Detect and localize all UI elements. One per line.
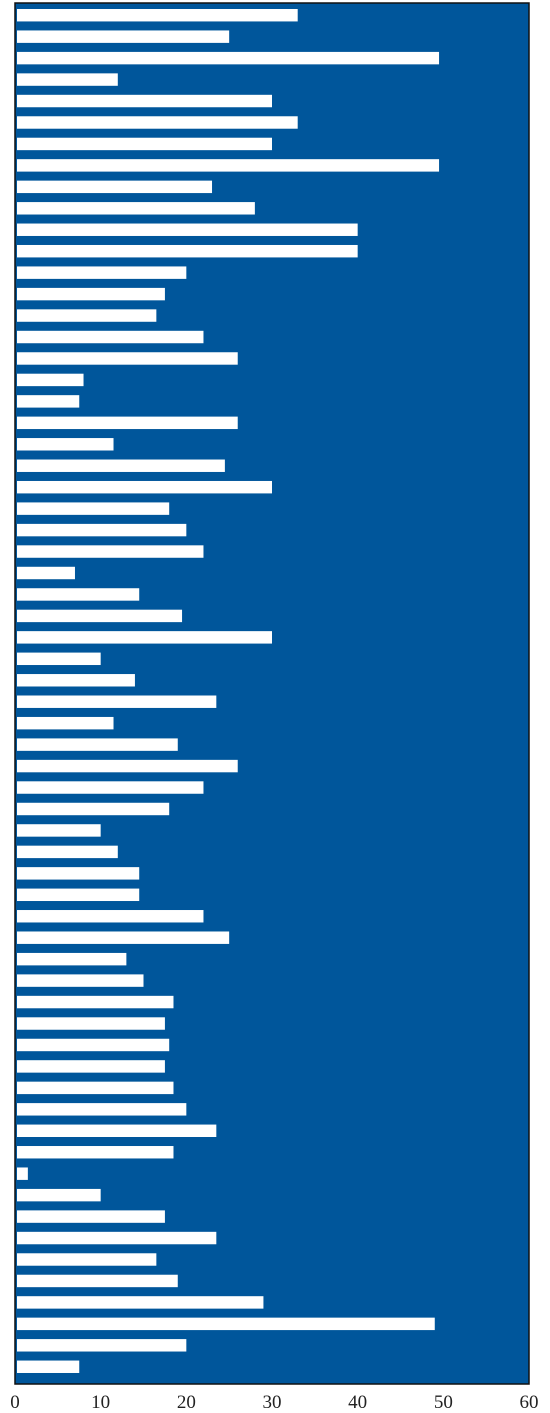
bar-56 (17, 1188, 101, 1202)
bar-62 (17, 1317, 435, 1331)
bar-44 (17, 931, 230, 944)
bar-33 (17, 695, 217, 708)
bar-21 (17, 438, 114, 451)
bar-19 (17, 395, 80, 408)
bar-51 (17, 1081, 174, 1095)
bar-16 (17, 330, 204, 344)
bar-59 (17, 1253, 157, 1266)
bar-11 (17, 223, 358, 236)
bar-1 (17, 9, 298, 22)
bar-40 (17, 845, 118, 859)
bar-35 (17, 738, 178, 751)
bar-27 (17, 566, 75, 580)
bar-24 (17, 502, 170, 515)
bar-4 (17, 73, 118, 86)
bar-38 (17, 802, 170, 816)
bar-57 (17, 1210, 165, 1223)
bar-54 (17, 1146, 174, 1159)
x-tick-label: 60 (520, 1392, 539, 1413)
bar-14 (17, 287, 165, 301)
bar-9 (17, 180, 213, 194)
bar-45 (17, 952, 127, 966)
bar-60 (17, 1274, 178, 1288)
bar-49 (17, 1038, 170, 1052)
bar-8 (17, 159, 440, 172)
bar-22 (17, 459, 225, 472)
bar-47 (17, 995, 174, 1009)
x-tick-label: 40 (348, 1392, 367, 1413)
bar-26 (17, 545, 204, 558)
x-tick-label: 30 (263, 1392, 282, 1413)
bar-25 (17, 523, 187, 537)
bar-20 (17, 416, 238, 430)
x-axis-ticks: 0 10 20 30 40 50 60 (10, 1392, 538, 1413)
bar-15 (17, 309, 157, 322)
bar-39 (17, 824, 101, 837)
bar-46 (17, 974, 144, 987)
bar-13 (17, 266, 187, 279)
bar-48 (17, 1017, 165, 1030)
bar-7 (17, 137, 272, 151)
bar-52 (17, 1103, 187, 1116)
bar-36 (17, 759, 238, 773)
bar-63 (17, 1339, 187, 1352)
x-tick-label: 20 (177, 1392, 196, 1413)
bar-2 (17, 30, 230, 43)
bar-29 (17, 609, 183, 623)
bar-30 (17, 631, 272, 644)
bar-58 (17, 1231, 217, 1245)
bar-17 (17, 352, 238, 365)
bar-64 (17, 1360, 80, 1373)
bars-group (17, 9, 440, 1373)
bar-6 (17, 116, 298, 129)
bar-37 (17, 781, 204, 794)
bar-32 (17, 674, 135, 687)
x-tick-label: 10 (91, 1392, 110, 1413)
bar-23 (17, 480, 272, 494)
bar-10 (17, 202, 255, 215)
bar-50 (17, 1060, 165, 1073)
x-tick-label: 0 (10, 1392, 20, 1413)
bar-31 (17, 652, 101, 666)
bar-61 (17, 1296, 264, 1309)
bar-5 (17, 94, 272, 108)
bar-55 (17, 1167, 28, 1180)
x-tick-label: 50 (434, 1392, 453, 1413)
bar-43 (17, 910, 204, 923)
bar-12 (17, 244, 358, 258)
bar-34 (17, 716, 114, 730)
bar-3 (17, 51, 440, 65)
bar-41 (17, 867, 140, 880)
bar-53 (17, 1124, 217, 1137)
bar-42 (17, 888, 140, 902)
bar-18 (17, 373, 84, 387)
bar-28 (17, 588, 140, 601)
